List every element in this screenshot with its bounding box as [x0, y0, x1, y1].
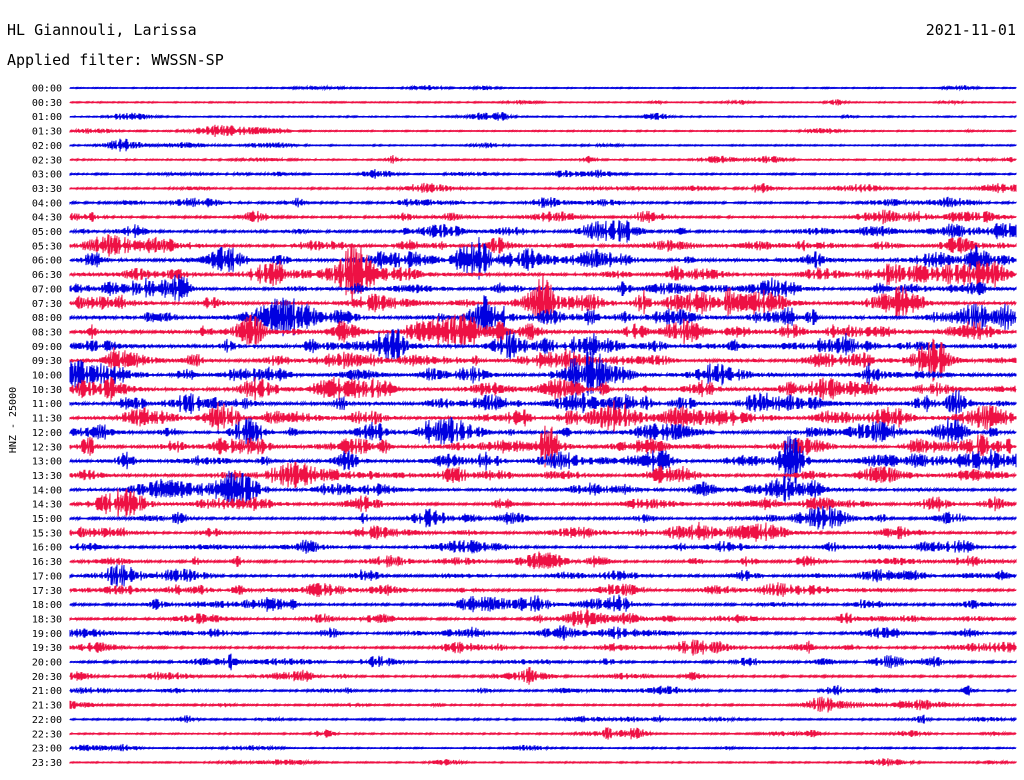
row-label-0200: 02:00	[32, 141, 62, 152]
row-label-1100: 11:00	[32, 399, 62, 410]
trace-1500	[69, 505, 1017, 530]
row-label-1900: 19:00	[32, 629, 62, 640]
trace-1800	[69, 594, 1017, 613]
row-label-1630: 16:30	[32, 557, 62, 568]
row-label-0030: 00:30	[32, 98, 62, 109]
row-label-0800: 08:00	[32, 313, 62, 324]
row-label-1800: 18:00	[32, 600, 62, 611]
row-label-2230: 22:30	[32, 729, 62, 740]
row-label-2000: 20:00	[32, 658, 62, 669]
row-label-0830: 08:30	[32, 327, 62, 338]
row-label-1030: 10:30	[32, 385, 62, 396]
row-label-1530: 15:30	[32, 528, 62, 539]
row-label-1600: 16:00	[32, 543, 62, 554]
row-label-1830: 18:30	[32, 614, 62, 625]
row-label-0400: 04:00	[32, 198, 62, 209]
filter-label: Applied filter: WWSSN-SP	[7, 51, 224, 69]
row-label-2200: 22:00	[32, 715, 62, 726]
row-label-0600: 06:00	[32, 256, 62, 267]
row-labels: 00:00 00:30 01:00 01:30 02:00 02:30 03:00 03:30…	[32, 84, 62, 769]
row-label-0530: 05:30	[32, 241, 62, 252]
row-label-1330: 13:30	[32, 471, 62, 482]
trace-0800	[69, 295, 1017, 337]
row-label-0000: 00:00	[32, 84, 62, 95]
row-label-0700: 07:00	[32, 284, 62, 295]
row-label-2300: 23:00	[32, 744, 62, 755]
row-label-2100: 21:00	[32, 686, 62, 697]
row-label-1500: 15:00	[32, 514, 62, 525]
row-label-0930: 09:30	[32, 356, 62, 367]
row-label-0900: 09:00	[32, 342, 62, 353]
row-label-0730: 07:30	[32, 299, 62, 310]
row-label-0300: 03:00	[32, 170, 62, 181]
row-label-1700: 17:00	[32, 571, 62, 582]
row-label-1000: 10:00	[32, 371, 62, 382]
trace-1530	[69, 521, 1017, 542]
row-label-1300: 13:00	[32, 457, 62, 468]
row-label-1930: 19:30	[32, 643, 62, 654]
y-axis-label: HNZ - 25000	[8, 387, 19, 453]
row-label-0330: 03:30	[32, 184, 62, 195]
row-label-0100: 01:00	[32, 112, 62, 123]
row-label-1200: 12:00	[32, 428, 62, 439]
row-label-1430: 14:30	[32, 500, 62, 511]
row-label-1400: 14:00	[32, 485, 62, 496]
trace-1630	[69, 551, 1017, 570]
seismogram-traces	[69, 84, 1017, 767]
row-label-0230: 02:30	[32, 155, 62, 166]
record-date: 2021-11-01	[925, 21, 1016, 39]
row-label-2030: 20:30	[32, 672, 62, 683]
row-label-1130: 11:30	[32, 414, 62, 425]
row-label-0130: 01:30	[32, 127, 62, 138]
row-label-2130: 21:30	[32, 701, 62, 712]
row-label-1730: 17:30	[32, 586, 62, 597]
station-title: HL Giannouli, Larissa	[7, 21, 197, 39]
row-label-0430: 04:30	[32, 213, 62, 224]
row-label-2330: 23:30	[32, 758, 62, 769]
row-label-0500: 05:00	[32, 227, 62, 238]
row-label-0630: 06:30	[32, 270, 62, 281]
row-label-1230: 12:30	[32, 442, 62, 453]
